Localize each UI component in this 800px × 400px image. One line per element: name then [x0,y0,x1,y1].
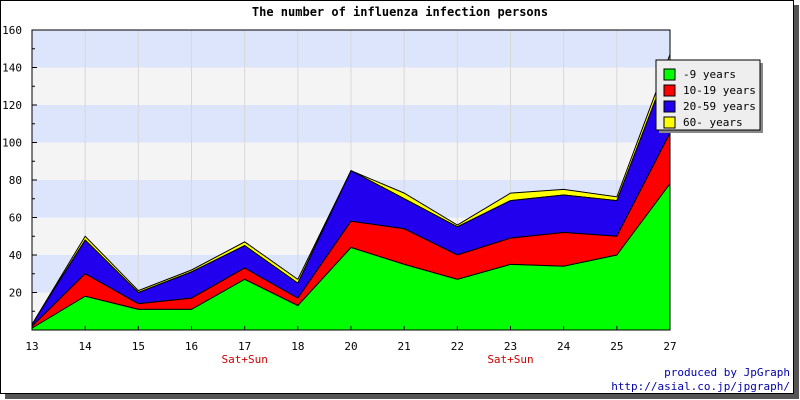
credit-produced-by: produced by JpGraph [664,366,790,379]
y-tick-label: 60 [9,212,22,225]
y-tick-label: 40 [9,249,22,262]
legend-swatch [663,68,676,81]
legend-label: 60- years [683,116,743,129]
x-tick-label: 25 [610,340,623,353]
x-tick-label: 17 [238,340,251,353]
x-tick-label: 14 [79,340,93,353]
credit-url[interactable]: http://asial.co.jp/jpgraph/ [611,380,790,393]
legend-swatch [663,84,676,97]
y-tick-label: 140 [2,62,22,75]
weekend-sublabel: Sat+Sun [221,353,267,366]
x-tick-label: 20 [344,340,357,353]
legend-swatch [663,100,676,113]
legend-label: 20-59 years [683,100,756,113]
x-tick-label: 27 [663,340,676,353]
x-tick-label: 24 [557,340,571,353]
y-tick-label: 160 [2,24,22,37]
x-tick-label: 13 [25,340,38,353]
chart-title: The number of influenza infection person… [252,5,548,19]
x-tick-label: 15 [132,340,145,353]
y-tick-label: 20 [9,287,22,300]
weekend-sublabel: Sat+Sun [487,353,533,366]
x-tick-label: 22 [451,340,464,353]
x-tick-label: 21 [398,340,411,353]
x-tick-label: 18 [291,340,304,353]
legend-label: -9 years [683,68,736,81]
y-tick-label: 100 [2,137,22,150]
y-tick-label: 120 [2,99,22,112]
legend-label: 10-19 years [683,84,756,97]
x-tick-label: 23 [504,340,517,353]
x-tick-label: 16 [185,340,198,353]
legend-swatch [663,116,676,129]
y-tick-label: 80 [9,174,22,187]
